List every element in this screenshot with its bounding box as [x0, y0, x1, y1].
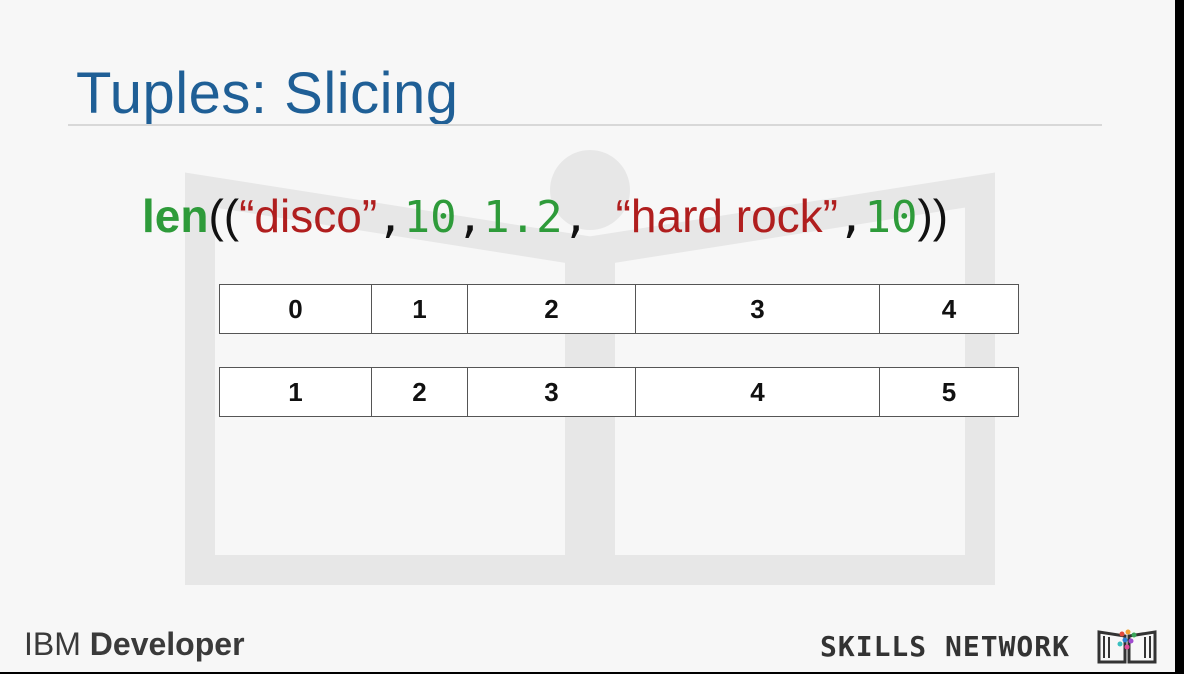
code-expression: len((“disco”,10,1.2, “hard rock”,10)) — [142, 186, 948, 248]
code-token-num: 1.2 — [483, 192, 562, 243]
ibm-developer-logo: IBM Developer — [24, 626, 245, 663]
code-token-str: “hard rock” — [616, 190, 838, 242]
slide-title: Tuples: Slicing — [76, 60, 459, 127]
code-token-comma: , — [563, 192, 616, 243]
window-edge — [1175, 0, 1184, 674]
skills-network-label: SKILLS NETWORK — [820, 630, 1070, 663]
code-token-comma: , — [838, 192, 865, 243]
code-open-paren: (( — [208, 190, 239, 242]
length-cell: 2 — [372, 368, 468, 416]
code-function-name: len — [142, 190, 208, 242]
code-close-paren: )) — [917, 190, 948, 242]
length-cell: 5 — [880, 368, 1018, 416]
code-token-comma: , — [377, 192, 404, 243]
index-row: 0 1 2 3 4 — [219, 284, 1019, 334]
code-tokens: “disco”,10,1.2, “hard rock”,10 — [239, 190, 917, 242]
code-token-str: “disco” — [239, 190, 377, 242]
code-token-num: 10 — [404, 192, 457, 243]
index-cell: 1 — [372, 285, 468, 333]
length-row: 1 2 3 4 5 — [219, 367, 1019, 417]
index-cell: 0 — [220, 285, 372, 333]
title-divider — [68, 124, 1102, 126]
index-cell: 2 — [468, 285, 636, 333]
skills-network-book-icon — [1096, 628, 1158, 666]
index-cell: 4 — [880, 285, 1018, 333]
brand-developer: Developer — [90, 626, 245, 662]
length-cell: 4 — [636, 368, 880, 416]
index-cell: 3 — [636, 285, 880, 333]
length-cell: 3 — [468, 368, 636, 416]
length-cell: 1 — [220, 368, 372, 416]
code-token-comma: , — [457, 192, 484, 243]
brand-ibm: IBM — [24, 626, 81, 662]
code-token-num: 10 — [864, 192, 917, 243]
